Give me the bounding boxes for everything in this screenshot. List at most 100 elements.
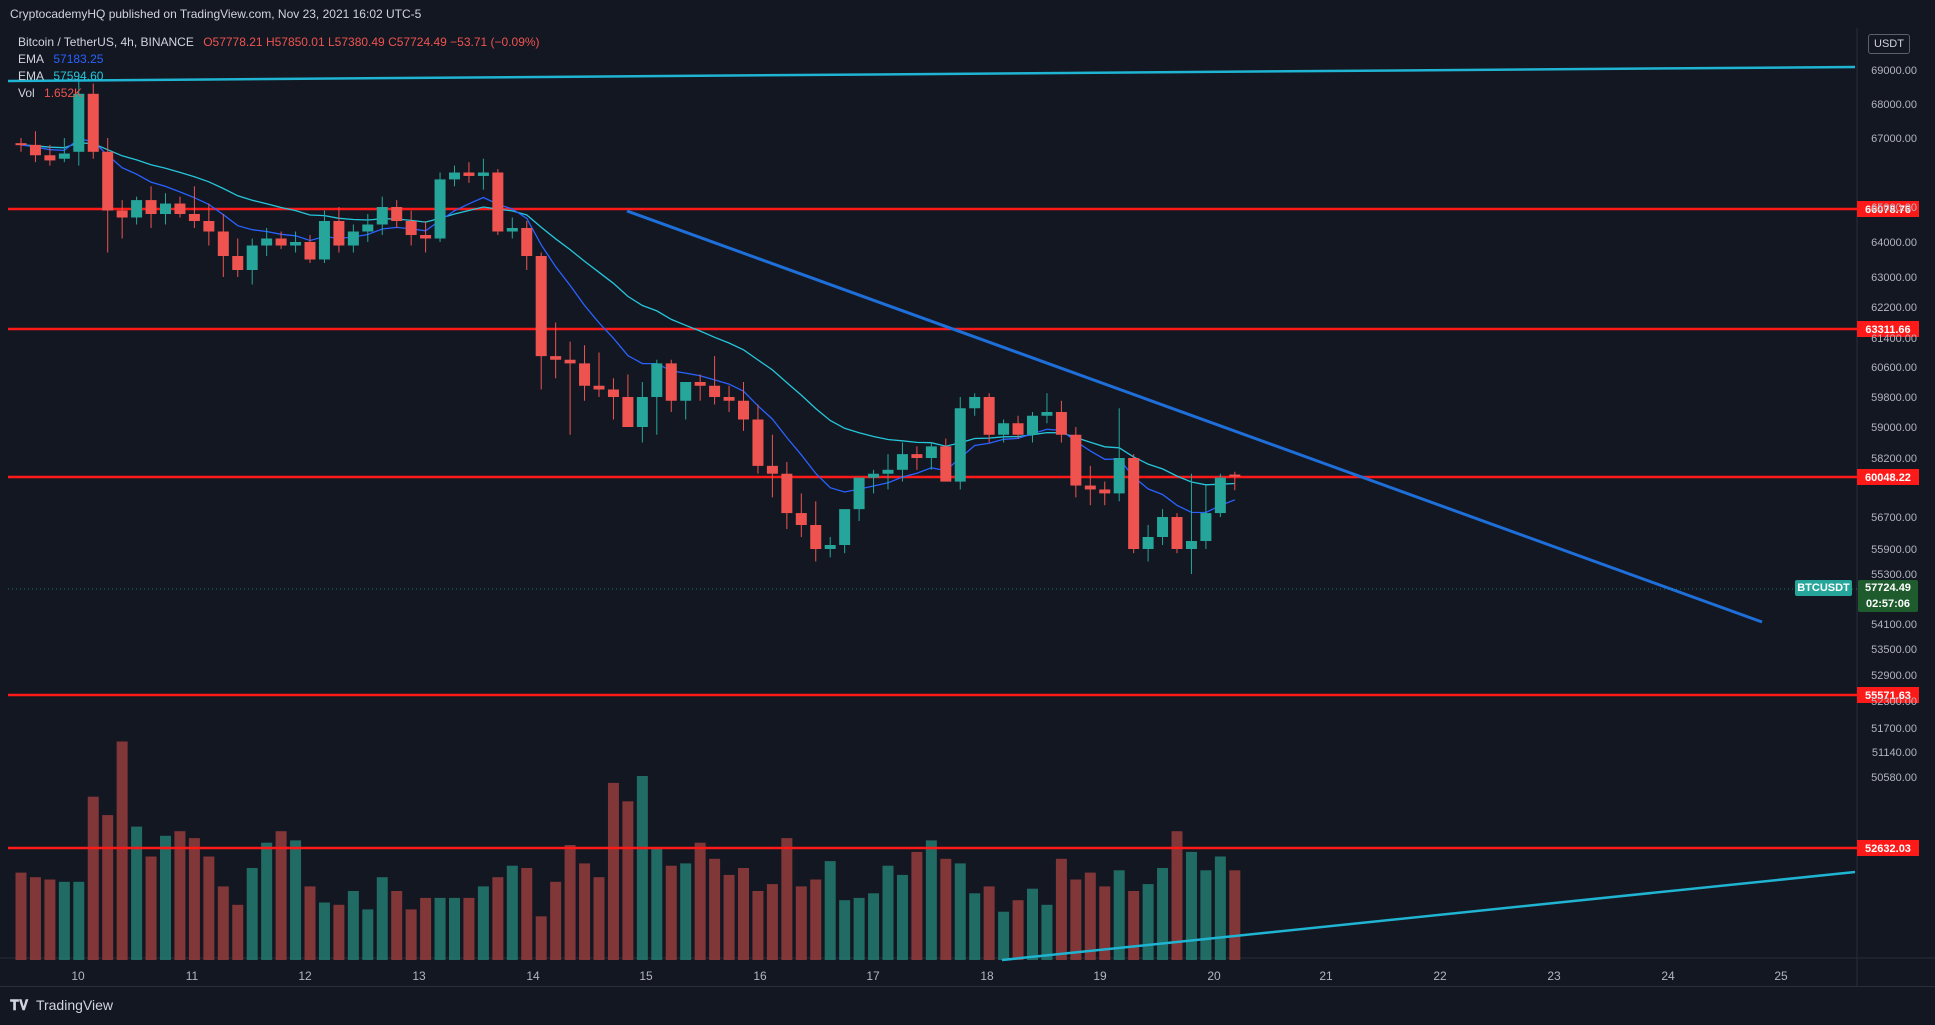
candle-body — [1055, 412, 1067, 435]
price-tick-label: 60600.00 — [1871, 362, 1917, 374]
volume-bar — [853, 897, 865, 960]
tv-logo-icon: 𝐓𝐕 — [10, 997, 29, 1013]
volume-bar — [1229, 870, 1241, 960]
candle-body — [73, 93, 85, 152]
candle-body — [868, 473, 880, 478]
time-tick-label: 13 — [412, 969, 426, 983]
price-chart[interactable]: 66078.76 63311.66 60048.22 55571.63 52632.03… — [0, 0, 1935, 986]
legend-volume[interactable]: Vol 1.652K — [18, 85, 540, 102]
price-tick-label: 50580.00 — [1871, 772, 1917, 784]
legend-ema-slow[interactable]: EMA 57594.60 — [18, 68, 540, 85]
time-tick-label: 10 — [71, 969, 85, 983]
candle-body — [391, 207, 403, 221]
chart-background — [0, 28, 1935, 986]
lower-cyan-trendline — [1001, 870, 1856, 962]
ohlc-change: −53.71 (−0.09%) — [450, 35, 540, 49]
candle-body — [636, 397, 648, 427]
volume-bar — [87, 796, 99, 960]
level-price-tag — [1857, 201, 1919, 217]
volume-bar — [651, 847, 663, 960]
candle-body — [1142, 537, 1154, 549]
volume-bar — [290, 840, 302, 960]
candle-body — [376, 207, 388, 225]
candle-body — [29, 144, 41, 156]
time-tick-label: 12 — [298, 969, 312, 983]
volume-bar — [579, 863, 591, 960]
volume-bar — [896, 874, 908, 960]
candle-body — [665, 363, 677, 401]
candle-body — [622, 397, 634, 427]
volume-bar — [694, 842, 706, 960]
volume-bar — [463, 897, 475, 960]
time-tick-label: 15 — [639, 969, 653, 983]
volume-bar — [131, 826, 143, 960]
volume-bar — [1157, 868, 1169, 960]
volume-bar — [1171, 831, 1183, 960]
currency-button[interactable]: USDT — [1868, 34, 1910, 54]
volume-bar — [261, 842, 273, 960]
volume-bar — [304, 886, 316, 960]
candle-body — [246, 245, 258, 270]
price-tick-label: 55300.00 — [1871, 569, 1917, 581]
volume-bar — [1084, 872, 1096, 960]
price-tick-label: 65000.00 — [1871, 202, 1917, 214]
price-tick-label: 54100.00 — [1871, 619, 1917, 631]
volume-bar — [535, 916, 547, 960]
time-tick-label: 24 — [1661, 969, 1675, 983]
volume-bar — [217, 886, 229, 960]
candle-body — [1027, 415, 1038, 435]
volume-bar — [593, 877, 605, 960]
candle-body — [318, 221, 330, 260]
candle-body — [969, 397, 981, 409]
candle-body — [1200, 513, 1212, 541]
price-tick-label: 51140.00 — [1872, 747, 1917, 759]
candle-body — [275, 238, 287, 246]
level-price-label: 55571.63 — [1865, 690, 1911, 702]
volume-bar — [622, 801, 634, 960]
legend-ema-fast[interactable]: EMA 57183.25 — [18, 51, 540, 68]
time-tick-label: 25 — [1774, 969, 1788, 983]
volume-bar — [318, 902, 330, 960]
volume-bar — [781, 838, 793, 960]
candle-body — [492, 172, 504, 232]
level-price-tag — [1857, 469, 1919, 485]
candle-body — [261, 238, 273, 246]
volume-bar — [1214, 856, 1226, 960]
symbol-title: Bitcoin / TetherUS, 4h, BINANCE — [18, 35, 194, 49]
current-ticker-label: BTCUSDT — [1795, 580, 1852, 596]
volume-bar — [636, 776, 648, 960]
price-tick-label: 56700.00 — [1871, 512, 1917, 524]
volume-bar — [824, 861, 836, 960]
candle-body — [651, 363, 663, 397]
candle-body — [1041, 412, 1053, 416]
candle-body — [1229, 474, 1241, 477]
level-price-label: 63311.66 — [1865, 324, 1910, 336]
candle-body — [203, 221, 215, 232]
volume-bar — [1200, 870, 1212, 960]
candle-body — [87, 93, 99, 152]
volume-bar — [160, 835, 171, 960]
level-price-tag — [1857, 687, 1919, 703]
candle-body — [1214, 477, 1226, 514]
volume-bar — [564, 845, 576, 960]
volume-bar — [391, 891, 403, 960]
candle-body — [362, 224, 374, 232]
volume-bar — [738, 868, 749, 960]
level-price-label: 52632.03 — [1865, 843, 1911, 855]
volume-bar — [1128, 891, 1140, 960]
volume-bar — [925, 840, 937, 960]
candle-body — [1185, 541, 1197, 549]
volume-bar — [969, 893, 981, 960]
price-tick-label: 52900.00 — [1871, 670, 1917, 682]
candle-body — [290, 242, 302, 246]
candle-body — [839, 509, 851, 545]
candle-body — [925, 446, 937, 458]
candle-body — [1128, 458, 1140, 549]
descending-trendline — [626, 209, 1763, 624]
tradingview-logo[interactable]: 𝐓𝐕 TradingView — [10, 997, 113, 1014]
volume-bar — [116, 741, 128, 960]
price-tick-label: 53500.00 — [1871, 644, 1917, 656]
candle-body — [304, 242, 316, 260]
footer-brand: TradingView — [35, 997, 113, 1013]
time-tick-label: 20 — [1207, 969, 1221, 983]
